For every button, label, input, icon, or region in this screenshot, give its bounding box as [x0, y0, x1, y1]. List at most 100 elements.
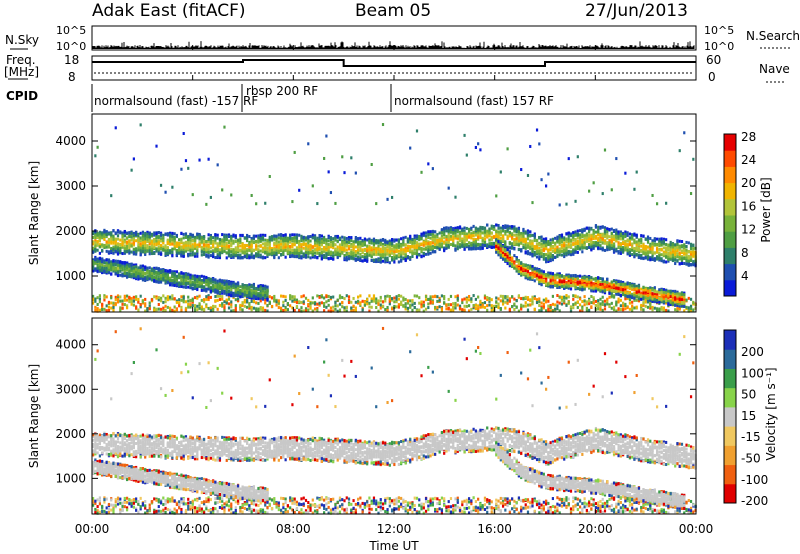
- power-cell: [359, 242, 362, 246]
- power-cell: [103, 261, 106, 265]
- power-cell: [390, 255, 394, 259]
- power-cell: [157, 241, 160, 245]
- power-cell: [390, 307, 394, 311]
- power-cell: [418, 308, 421, 312]
- power-cell: [486, 308, 489, 312]
- power-cell: [458, 226, 462, 230]
- power-cell: [375, 259, 378, 263]
- power-cell: [384, 299, 387, 303]
- power-cell: [309, 250, 312, 254]
- power-cell: [363, 255, 366, 259]
- power-cell: [361, 255, 364, 259]
- power-cell: [366, 300, 369, 304]
- power-cell: [110, 296, 113, 300]
- power-cell: [486, 304, 489, 308]
- power-cell: [452, 231, 455, 235]
- power-cell: [300, 247, 303, 251]
- power-cell: [264, 256, 267, 260]
- power-cell: [282, 300, 285, 304]
- power-cell: [357, 258, 360, 262]
- power-cell: [125, 246, 129, 250]
- power-cell: [352, 254, 355, 258]
- power-cell: [311, 249, 314, 253]
- power-cell: [261, 306, 265, 310]
- power-cell: [488, 299, 491, 303]
- power-cell: [135, 233, 138, 237]
- nave-tick-bottom: 0: [708, 70, 716, 84]
- power-cell: [352, 308, 355, 312]
- power-cell: [388, 302, 391, 306]
- power-cell: [114, 249, 117, 253]
- power-cell: [411, 255, 414, 259]
- power-cell: [139, 268, 142, 272]
- power-cell: [266, 292, 269, 296]
- power-cell: [187, 166, 190, 170]
- power-cell: [212, 283, 215, 287]
- power-cell: [277, 306, 280, 310]
- power-cell: [214, 281, 217, 285]
- power-cell: [372, 240, 376, 244]
- power-cell: [250, 305, 253, 309]
- power-cell: [121, 231, 124, 235]
- power-cell: [311, 301, 314, 305]
- power-cell: [232, 282, 235, 286]
- power-cell: [205, 250, 208, 254]
- power-cell: [352, 296, 355, 300]
- power-cell: [472, 241, 475, 245]
- power-cell: [456, 298, 459, 302]
- power-cell: [332, 305, 335, 309]
- power-cell: [146, 230, 149, 234]
- power-cell: [418, 244, 421, 248]
- power-cell: [449, 228, 453, 232]
- power-cell: [96, 243, 99, 247]
- power-cell: [443, 229, 446, 233]
- power-cell: [144, 272, 147, 276]
- power-cell: [175, 253, 179, 257]
- power-cell: [347, 244, 351, 248]
- power-cell: [252, 291, 256, 295]
- power-cell: [325, 255, 328, 259]
- power-cell: [207, 296, 210, 300]
- power-cell: [135, 270, 138, 274]
- power-cell: [221, 242, 224, 246]
- power-cell: [366, 244, 369, 248]
- power-cell: [139, 249, 142, 253]
- power-cell: [352, 304, 355, 308]
- power-cell: [121, 261, 124, 265]
- power-cell: [481, 305, 484, 309]
- power-cell: [427, 245, 430, 249]
- power-cell: [472, 224, 475, 228]
- power-cell: [196, 234, 199, 238]
- power-cell: [227, 289, 231, 293]
- power-cell: [266, 243, 269, 247]
- power-cell: [153, 269, 156, 273]
- power-cell: [304, 253, 308, 257]
- power-cell: [313, 302, 317, 306]
- power-cell: [92, 258, 95, 262]
- power-cell: [467, 309, 471, 313]
- power-cell: [370, 238, 373, 242]
- power-cell: [223, 247, 226, 251]
- power-cell: [275, 298, 278, 302]
- power-cell: [230, 250, 233, 254]
- power-cell: [363, 300, 366, 304]
- power-cell: [309, 235, 312, 239]
- power-cell: [461, 298, 464, 302]
- power-cell: [495, 233, 498, 237]
- power-cell: [116, 294, 120, 298]
- power-cell: [252, 294, 256, 298]
- power-cell: [377, 239, 380, 243]
- power-cell: [236, 292, 240, 296]
- power-cell: [218, 249, 222, 253]
- power-cell: [94, 232, 97, 236]
- power-cell: [395, 300, 398, 304]
- power-cell: [443, 249, 446, 253]
- power-cell: [209, 309, 212, 313]
- power-cell: [150, 275, 154, 279]
- power-cell: [248, 295, 251, 299]
- power-cell: [132, 231, 135, 235]
- power-cell: [189, 303, 192, 307]
- power-cell: [418, 242, 421, 246]
- power-cell: [98, 263, 101, 267]
- power-cell: [325, 239, 328, 243]
